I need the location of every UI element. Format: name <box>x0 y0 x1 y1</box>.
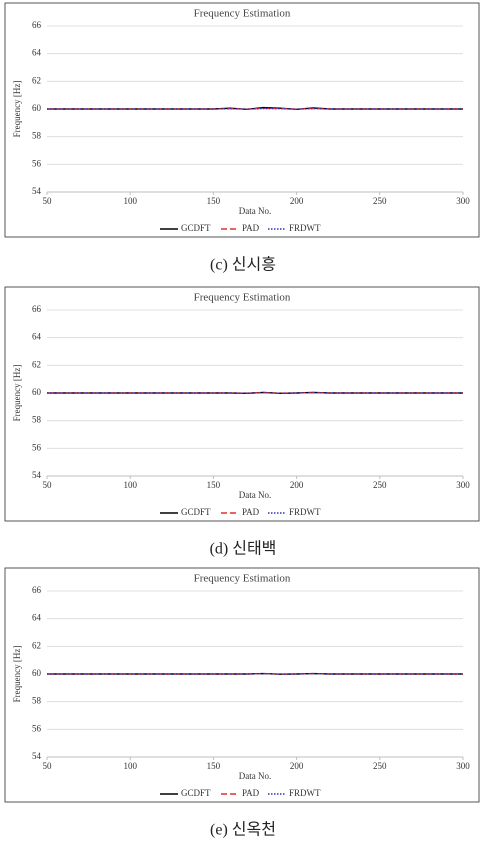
y-tick-label: 64 <box>32 332 42 342</box>
y-tick-label: 62 <box>32 359 41 369</box>
y-tick-label: 54 <box>32 186 42 196</box>
legend-label: FRDWT <box>289 788 321 798</box>
y-tick-label: 60 <box>32 387 42 397</box>
y-tick-label: 56 <box>32 442 42 452</box>
y-tick-label: 66 <box>32 585 42 595</box>
y-tick-label: 58 <box>32 415 42 425</box>
x-tick-label: 50 <box>43 480 53 490</box>
y-tick-label: 58 <box>32 696 42 706</box>
y-tick-label: 54 <box>32 751 42 761</box>
chart: Frequency Estimation 54 56 58 60 62 64 66 50 100 1… <box>4 286 480 522</box>
legend-label: GCDFT <box>181 788 211 798</box>
chart: Frequency Estimation 54 56 58 60 62 64 66 50 100 1… <box>4 2 480 238</box>
x-tick-label: 300 <box>456 480 470 490</box>
y-tick-label: 60 <box>32 668 42 678</box>
y-tick-label: 56 <box>32 723 42 733</box>
x-tick-label: 100 <box>123 761 137 771</box>
y-tick-label: 60 <box>32 103 42 113</box>
y-tick-label: 66 <box>32 304 42 314</box>
x-axis-label: Data No. <box>239 206 272 216</box>
chart-frame <box>4 567 480 803</box>
y-tick-label: 54 <box>32 470 42 480</box>
x-tick-label: 300 <box>456 761 470 771</box>
legend-label: PAD <box>242 507 260 517</box>
chart-title: Frequency Estimation <box>194 573 291 585</box>
legend-label: PAD <box>242 223 260 233</box>
x-tick-label: 150 <box>207 480 221 490</box>
chart-title: Frequency Estimation <box>194 292 291 304</box>
legend-label: PAD <box>242 788 260 798</box>
y-tick-label: 64 <box>32 48 42 58</box>
x-tick-label: 150 <box>207 761 221 771</box>
y-axis-label: Frequency [Hz] <box>12 365 22 422</box>
y-axis-label: Frequency [Hz] <box>12 81 22 138</box>
x-tick-label: 50 <box>43 761 53 771</box>
y-tick-label: 62 <box>32 75 41 85</box>
x-tick-label: 200 <box>290 196 304 206</box>
y-tick-label: 56 <box>32 158 42 168</box>
x-axis-label: Data No. <box>239 490 272 500</box>
x-tick-label: 250 <box>373 761 387 771</box>
series-line <box>47 107 463 110</box>
x-tick-label: 250 <box>373 480 387 490</box>
caption: (c) 신시흥 <box>210 256 276 274</box>
x-tick-label: 300 <box>456 196 470 206</box>
legend-label: FRDWT <box>289 507 321 517</box>
legend-label: GCDFT <box>181 223 211 233</box>
y-tick-label: 66 <box>32 20 42 30</box>
caption: (d) 신태백 <box>210 540 277 558</box>
x-tick-label: 50 <box>43 196 53 206</box>
x-tick-label: 200 <box>290 480 304 490</box>
x-tick-label: 100 <box>123 196 137 206</box>
y-tick-label: 64 <box>32 613 42 623</box>
y-axis-label: Frequency [Hz] <box>12 646 22 703</box>
caption: (e) 신옥천 <box>210 821 276 839</box>
x-axis-label: Data No. <box>239 771 272 781</box>
x-tick-label: 200 <box>290 761 304 771</box>
x-tick-label: 150 <box>207 196 221 206</box>
chart-frame <box>4 286 480 522</box>
y-tick-label: 58 <box>32 131 42 141</box>
legend-label: FRDWT <box>289 223 321 233</box>
chart-title: Frequency Estimation <box>194 8 291 20</box>
legend-label: GCDFT <box>181 507 211 517</box>
chart: Frequency Estimation 54 56 58 60 62 64 66 50 100 1… <box>4 567 480 803</box>
chart-frame <box>4 2 480 238</box>
y-tick-label: 62 <box>32 640 41 650</box>
x-tick-label: 100 <box>123 480 137 490</box>
x-tick-label: 250 <box>373 196 387 206</box>
